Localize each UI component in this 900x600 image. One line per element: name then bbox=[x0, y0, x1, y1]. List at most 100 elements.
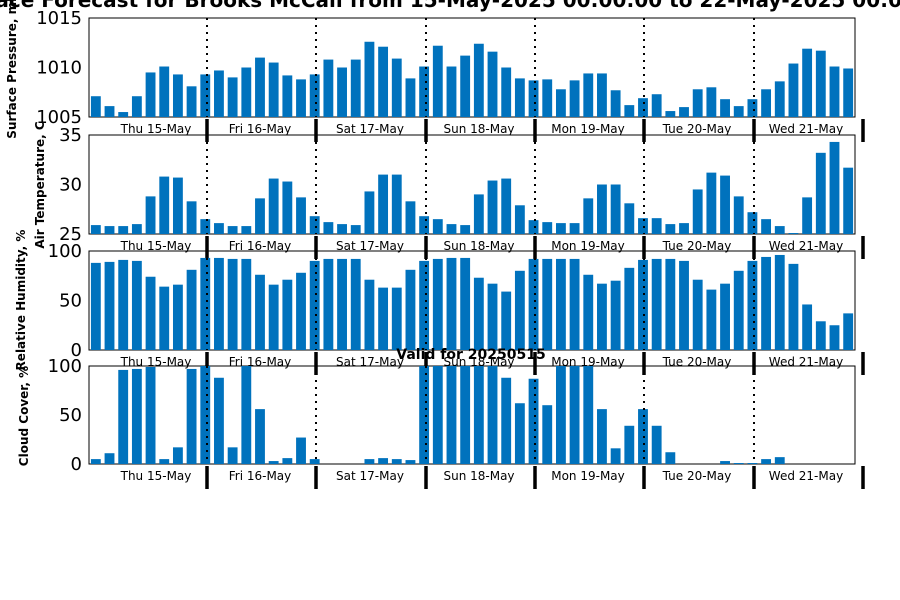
bar-12 bbox=[241, 226, 252, 234]
bar-21 bbox=[364, 459, 375, 464]
bar-33 bbox=[528, 378, 539, 464]
bar-13 bbox=[255, 409, 265, 464]
y-axis-label: Surface Pressure, mb bbox=[5, 0, 19, 139]
x-day-label: Tue 20-May bbox=[662, 239, 732, 253]
bar-43 bbox=[665, 258, 676, 350]
bar-17 bbox=[309, 216, 320, 234]
bar-5 bbox=[145, 366, 156, 464]
bar-27 bbox=[446, 224, 457, 234]
x-day-label: Fri 16-May bbox=[229, 122, 292, 136]
bar-13 bbox=[255, 57, 265, 117]
valid-label: Valid for 20250515 bbox=[396, 347, 545, 363]
y-axis-label: Relative Humidity, % bbox=[14, 230, 28, 371]
bar-16 bbox=[296, 79, 306, 117]
bar-50 bbox=[761, 256, 772, 350]
bar-18 bbox=[323, 59, 334, 117]
bar-20 bbox=[350, 225, 361, 234]
bar-3 bbox=[118, 259, 129, 350]
bar-6 bbox=[159, 176, 170, 234]
bar-15 bbox=[282, 181, 293, 234]
bar-37 bbox=[583, 366, 594, 464]
bar-32 bbox=[514, 78, 525, 117]
bar-7 bbox=[172, 74, 183, 117]
bar-43 bbox=[665, 452, 676, 464]
bar-4 bbox=[131, 260, 142, 350]
x-day-label: Wed 21-May bbox=[769, 355, 843, 369]
bar-53 bbox=[802, 304, 813, 350]
bar-19 bbox=[337, 67, 347, 117]
bar-29 bbox=[473, 366, 484, 464]
bar-55 bbox=[829, 66, 840, 117]
bar-37 bbox=[583, 73, 594, 117]
bar-3 bbox=[118, 112, 129, 117]
bar-10 bbox=[214, 70, 224, 117]
bar-49 bbox=[747, 212, 758, 234]
bar-25 bbox=[419, 366, 430, 464]
y-tick-label: 0 bbox=[71, 340, 82, 361]
bar-40 bbox=[624, 203, 635, 234]
bar-14 bbox=[268, 178, 279, 234]
bar-51 bbox=[774, 226, 785, 234]
bar-47 bbox=[720, 99, 730, 117]
bar-35 bbox=[555, 258, 566, 350]
bar-20 bbox=[350, 258, 361, 350]
x-day-label: Fri 16-May bbox=[229, 239, 292, 253]
bar-32 bbox=[514, 403, 525, 464]
bar-17 bbox=[309, 459, 320, 464]
bar-46 bbox=[706, 289, 717, 350]
bar-54 bbox=[815, 321, 826, 350]
bar-40 bbox=[624, 267, 635, 350]
bar-51 bbox=[774, 81, 785, 117]
bar-50 bbox=[761, 459, 772, 464]
bar-12 bbox=[241, 67, 252, 117]
bar-24 bbox=[405, 201, 416, 234]
bar-49 bbox=[747, 463, 758, 464]
chart-title: Surface Forecast for Brooks McCall from … bbox=[0, 0, 900, 12]
bar-14 bbox=[268, 62, 279, 117]
bar-11 bbox=[227, 258, 238, 350]
x-day-label: Mon 19-May bbox=[551, 469, 625, 483]
bar-41 bbox=[638, 218, 648, 234]
bar-45 bbox=[692, 279, 703, 350]
bar-34 bbox=[542, 258, 553, 350]
bar-12 bbox=[241, 258, 252, 350]
bar-36 bbox=[569, 80, 580, 117]
bar-48 bbox=[733, 463, 744, 464]
bar-38 bbox=[597, 73, 607, 117]
bar-50 bbox=[761, 219, 772, 234]
bar-9 bbox=[200, 219, 211, 234]
x-day-label: Fri 16-May bbox=[229, 355, 292, 369]
y-tick-label: 100 bbox=[48, 356, 82, 377]
x-day-label: Mon 19-May bbox=[551, 122, 625, 136]
bar-49 bbox=[747, 99, 758, 117]
bar-9 bbox=[200, 257, 211, 350]
bar-10 bbox=[214, 257, 224, 350]
bar-33 bbox=[528, 80, 539, 117]
bar-6 bbox=[159, 66, 170, 117]
bar-2 bbox=[104, 226, 115, 234]
x-day-label: Sat 17-May bbox=[336, 122, 404, 136]
bar-46 bbox=[706, 172, 717, 234]
bar-27 bbox=[446, 66, 457, 117]
bar-42 bbox=[651, 94, 662, 117]
bar-9 bbox=[200, 366, 211, 464]
x-day-label: Tue 20-May bbox=[662, 355, 732, 369]
bar-26 bbox=[432, 45, 443, 117]
bar-26 bbox=[432, 366, 443, 464]
x-day-label: Wed 21-May bbox=[769, 469, 843, 483]
bar-44 bbox=[679, 107, 689, 117]
bar-53 bbox=[802, 197, 813, 234]
y-tick-label: 0 bbox=[71, 454, 82, 475]
bar-42 bbox=[651, 258, 662, 350]
bar-21 bbox=[364, 191, 375, 234]
bar-24 bbox=[405, 78, 416, 117]
bar-31 bbox=[501, 291, 512, 350]
x-day-label: Sun 18-May bbox=[443, 469, 514, 483]
bar-29 bbox=[473, 277, 484, 350]
bar-15 bbox=[282, 75, 293, 117]
bar-50 bbox=[761, 89, 772, 117]
bar-51 bbox=[774, 457, 785, 464]
bar-22 bbox=[378, 458, 389, 464]
y-tick-label: 25 bbox=[59, 224, 82, 245]
